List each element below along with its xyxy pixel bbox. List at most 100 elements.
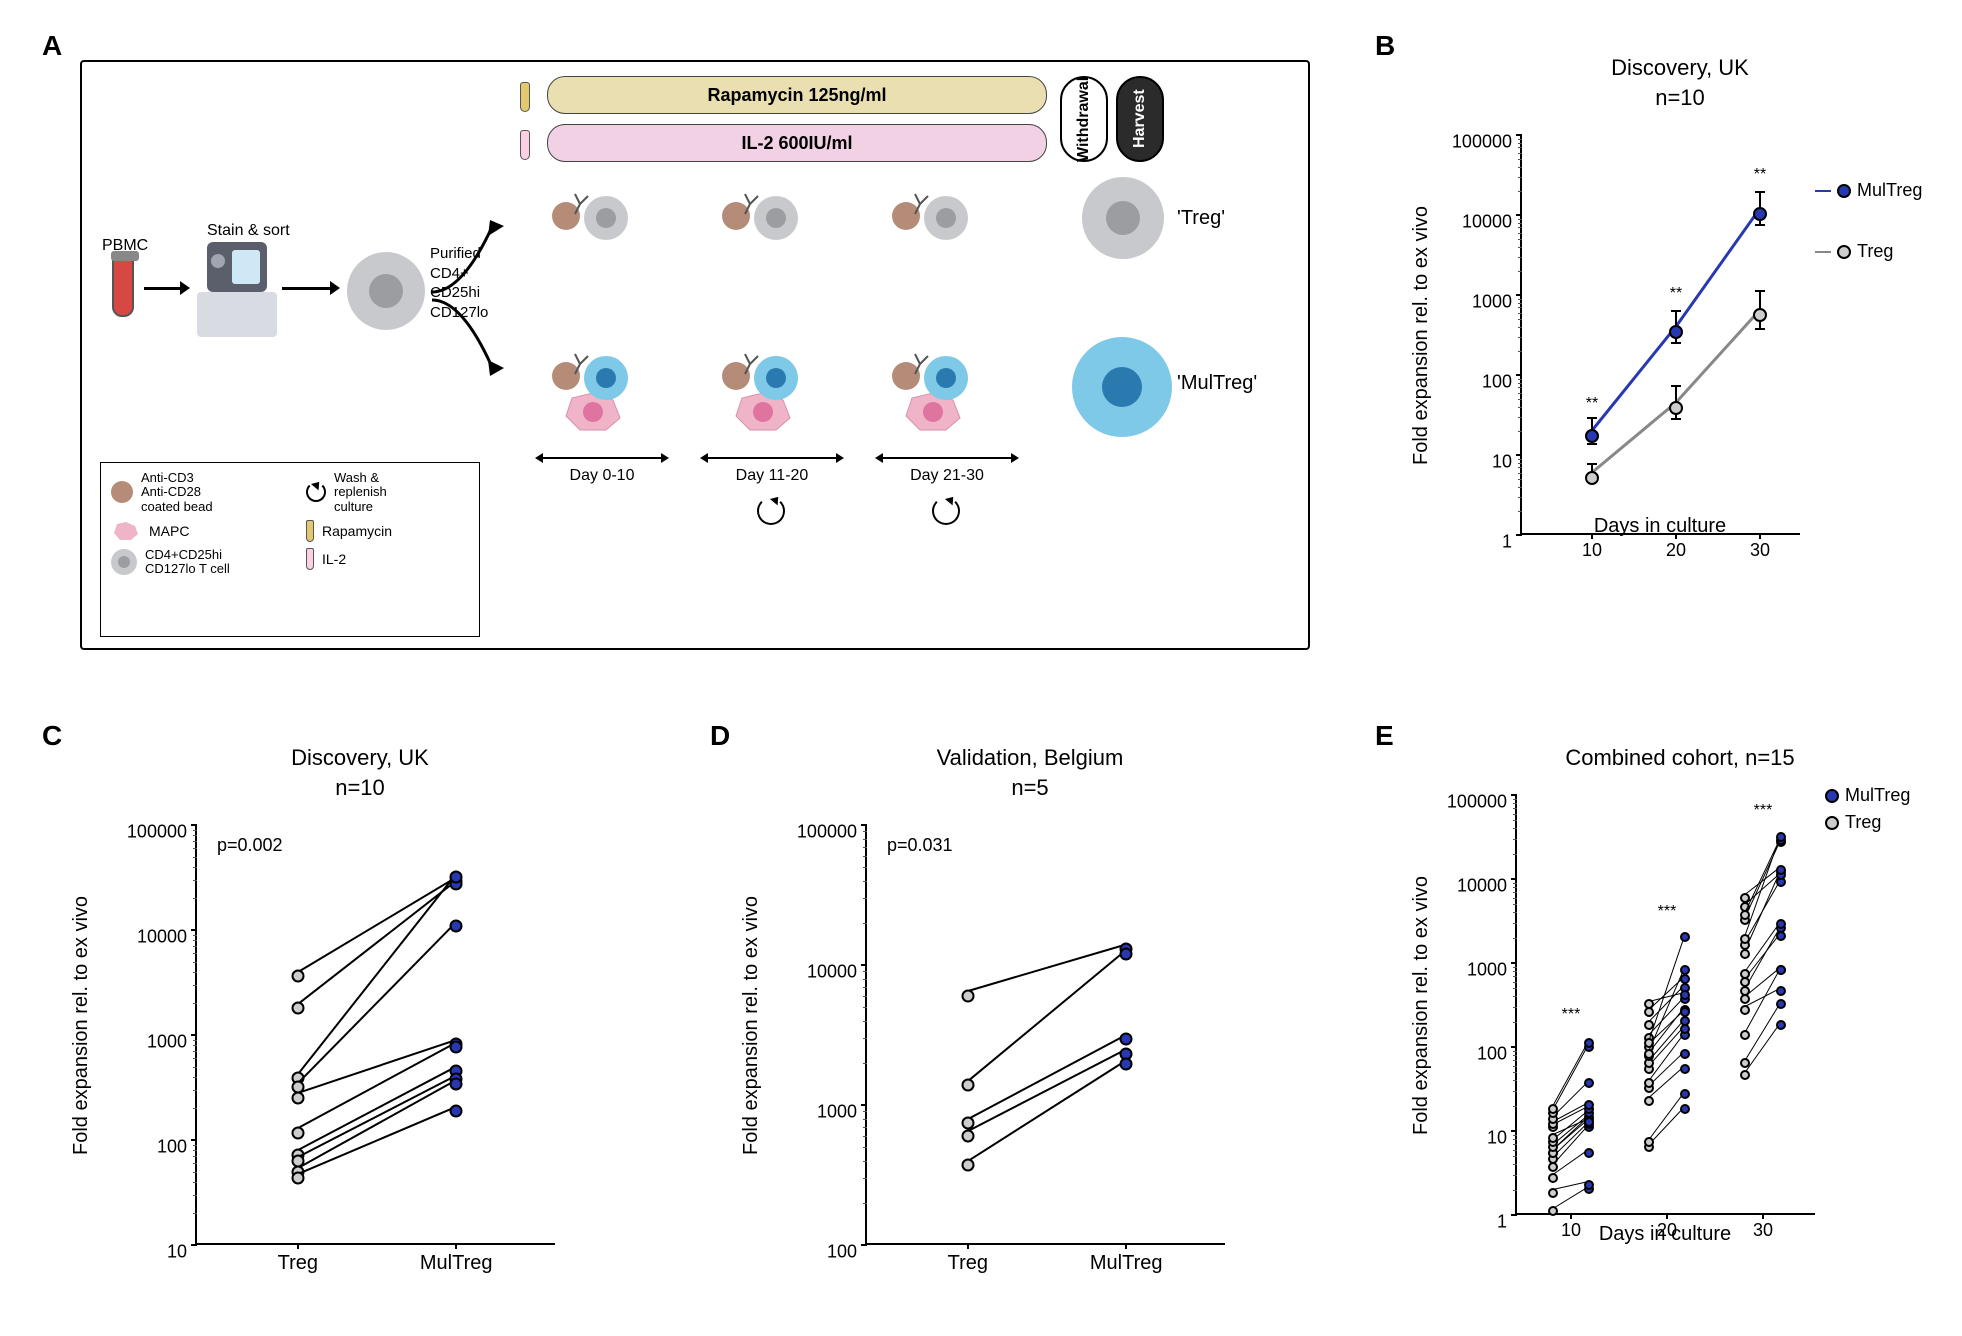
data-point — [1548, 1206, 1558, 1216]
arrow-2 — [282, 287, 332, 290]
sorter-icon — [197, 242, 277, 337]
line-segment — [297, 1078, 456, 1167]
data-point — [1120, 1058, 1133, 1071]
line-segment — [1745, 920, 1782, 971]
y-tick-label: 100000 — [125, 822, 187, 843]
data-point — [1680, 1089, 1690, 1099]
line-segment — [1675, 208, 1761, 328]
data-point — [1584, 1180, 1594, 1190]
y-tick-label: 100000 — [795, 822, 857, 843]
x-tick-label: 10 — [1582, 540, 1602, 561]
data-point — [1776, 865, 1786, 875]
purified-cell-icon — [347, 252, 425, 330]
multreg-cell-icon — [584, 356, 628, 400]
data-point — [291, 970, 304, 983]
line-segment — [1553, 1043, 1590, 1110]
data-point — [291, 1091, 304, 1104]
line-segment — [967, 1034, 1126, 1120]
harvest-pill: Harvest — [1116, 76, 1164, 162]
chart-b-legend: MulTreg Treg — [1815, 180, 1922, 268]
panel-c-label: C — [42, 720, 62, 752]
y-tick-label: 100 — [795, 1242, 857, 1263]
final-multreg-cell — [1072, 337, 1172, 437]
arrow-1-head — [180, 281, 190, 295]
day1-arrow — [537, 457, 667, 459]
line-segment — [297, 879, 456, 1004]
pbmc-tube-icon — [112, 257, 134, 317]
data-point — [1644, 1137, 1654, 1147]
y-tick-label: 1 — [1450, 532, 1512, 553]
data-point — [1740, 969, 1750, 979]
treg-cell-icon — [924, 196, 968, 240]
data-point — [1776, 832, 1786, 842]
y-tick-label: 100000 — [1450, 132, 1512, 153]
data-point — [1753, 207, 1767, 221]
legend-refresh-icon — [306, 482, 326, 502]
rapamycin-tube-icon — [520, 82, 530, 112]
chart-c-title1: Discovery, UK — [80, 745, 640, 771]
data-point — [450, 920, 463, 933]
data-point — [450, 1104, 463, 1117]
data-point — [1585, 471, 1599, 485]
x-tick-label: 30 — [1750, 540, 1770, 561]
data-point — [291, 1126, 304, 1139]
panel-d-chart: Validation, Belgium n=5 Fold expansion r… — [750, 745, 1310, 1315]
legend-bead-l1: Anti-CD3 — [141, 471, 213, 485]
legend-mapc-label: MAPC — [149, 523, 189, 539]
il2-tube-icon — [520, 130, 530, 160]
chart-c-ylabel: Fold expansion rel. to ex vivo — [70, 875, 93, 1155]
data-point — [1584, 1038, 1594, 1048]
data-point — [1776, 986, 1786, 996]
legend-e-treg-label: Treg — [1845, 812, 1881, 833]
line-segment — [1649, 1091, 1686, 1140]
y-tick-label: 1 — [1445, 1212, 1507, 1233]
legend-wash-l3: culture — [334, 500, 387, 514]
data-point — [1776, 965, 1786, 975]
chart-c-pvalue: p=0.002 — [217, 835, 283, 856]
data-point — [1740, 1070, 1750, 1080]
y-tick-label: 1000 — [1445, 960, 1507, 981]
line-segment — [297, 876, 456, 972]
data-point — [1680, 932, 1690, 942]
chart-b-ylabel: Fold expansion rel. to ex vivo — [1410, 185, 1433, 465]
legend-tcell-l1: CD4+CD25hi — [145, 548, 230, 562]
chart-e-xlabel: Days in culture — [1515, 1223, 1815, 1246]
day2-arrow — [702, 457, 842, 459]
line-segment — [1675, 309, 1761, 404]
line-segment — [297, 921, 456, 1083]
legend-e-multreg-label: MulTreg — [1845, 785, 1910, 806]
y-tick-label: 10000 — [1445, 876, 1507, 897]
data-point — [1680, 1016, 1690, 1026]
legend-treg-label: Treg — [1857, 241, 1893, 262]
panel-b-label: B — [1375, 30, 1395, 62]
chart-d-pvalue: p=0.031 — [887, 835, 953, 856]
legend-treg-marker — [1837, 245, 1851, 259]
y-tick-label: 1000 — [795, 1102, 857, 1123]
split-arrows — [422, 202, 542, 392]
data-point — [1776, 931, 1786, 941]
data-point — [961, 1078, 974, 1091]
data-point — [291, 1171, 304, 1184]
data-point — [1740, 949, 1750, 959]
y-tick-label: 10000 — [125, 927, 187, 948]
panel-d-label: D — [710, 720, 730, 752]
chart-c-title2: n=10 — [80, 775, 640, 801]
data-point — [1740, 910, 1750, 920]
significance-annotation: *** — [1658, 903, 1677, 921]
data-point — [1548, 1133, 1558, 1143]
y-tick-label: 10 — [125, 1242, 187, 1263]
treg-cell-icon — [584, 196, 628, 240]
data-point — [1776, 1020, 1786, 1030]
legend-e-multreg-marker — [1825, 789, 1839, 803]
legend-mapc-icon — [111, 520, 141, 542]
data-point — [961, 1129, 974, 1142]
data-point — [1740, 1058, 1750, 1068]
panel-a-label: A — [42, 30, 62, 62]
legend-e-treg-marker — [1825, 816, 1839, 830]
chart-b-title1: Discovery, UK — [1420, 55, 1940, 81]
chart-e-title1: Combined cohort, n=15 — [1420, 745, 1940, 771]
data-point — [1740, 934, 1750, 944]
y-tick-label: 10 — [1445, 1128, 1507, 1149]
day2-label: Day 11-20 — [736, 467, 809, 485]
data-point — [1585, 429, 1599, 443]
